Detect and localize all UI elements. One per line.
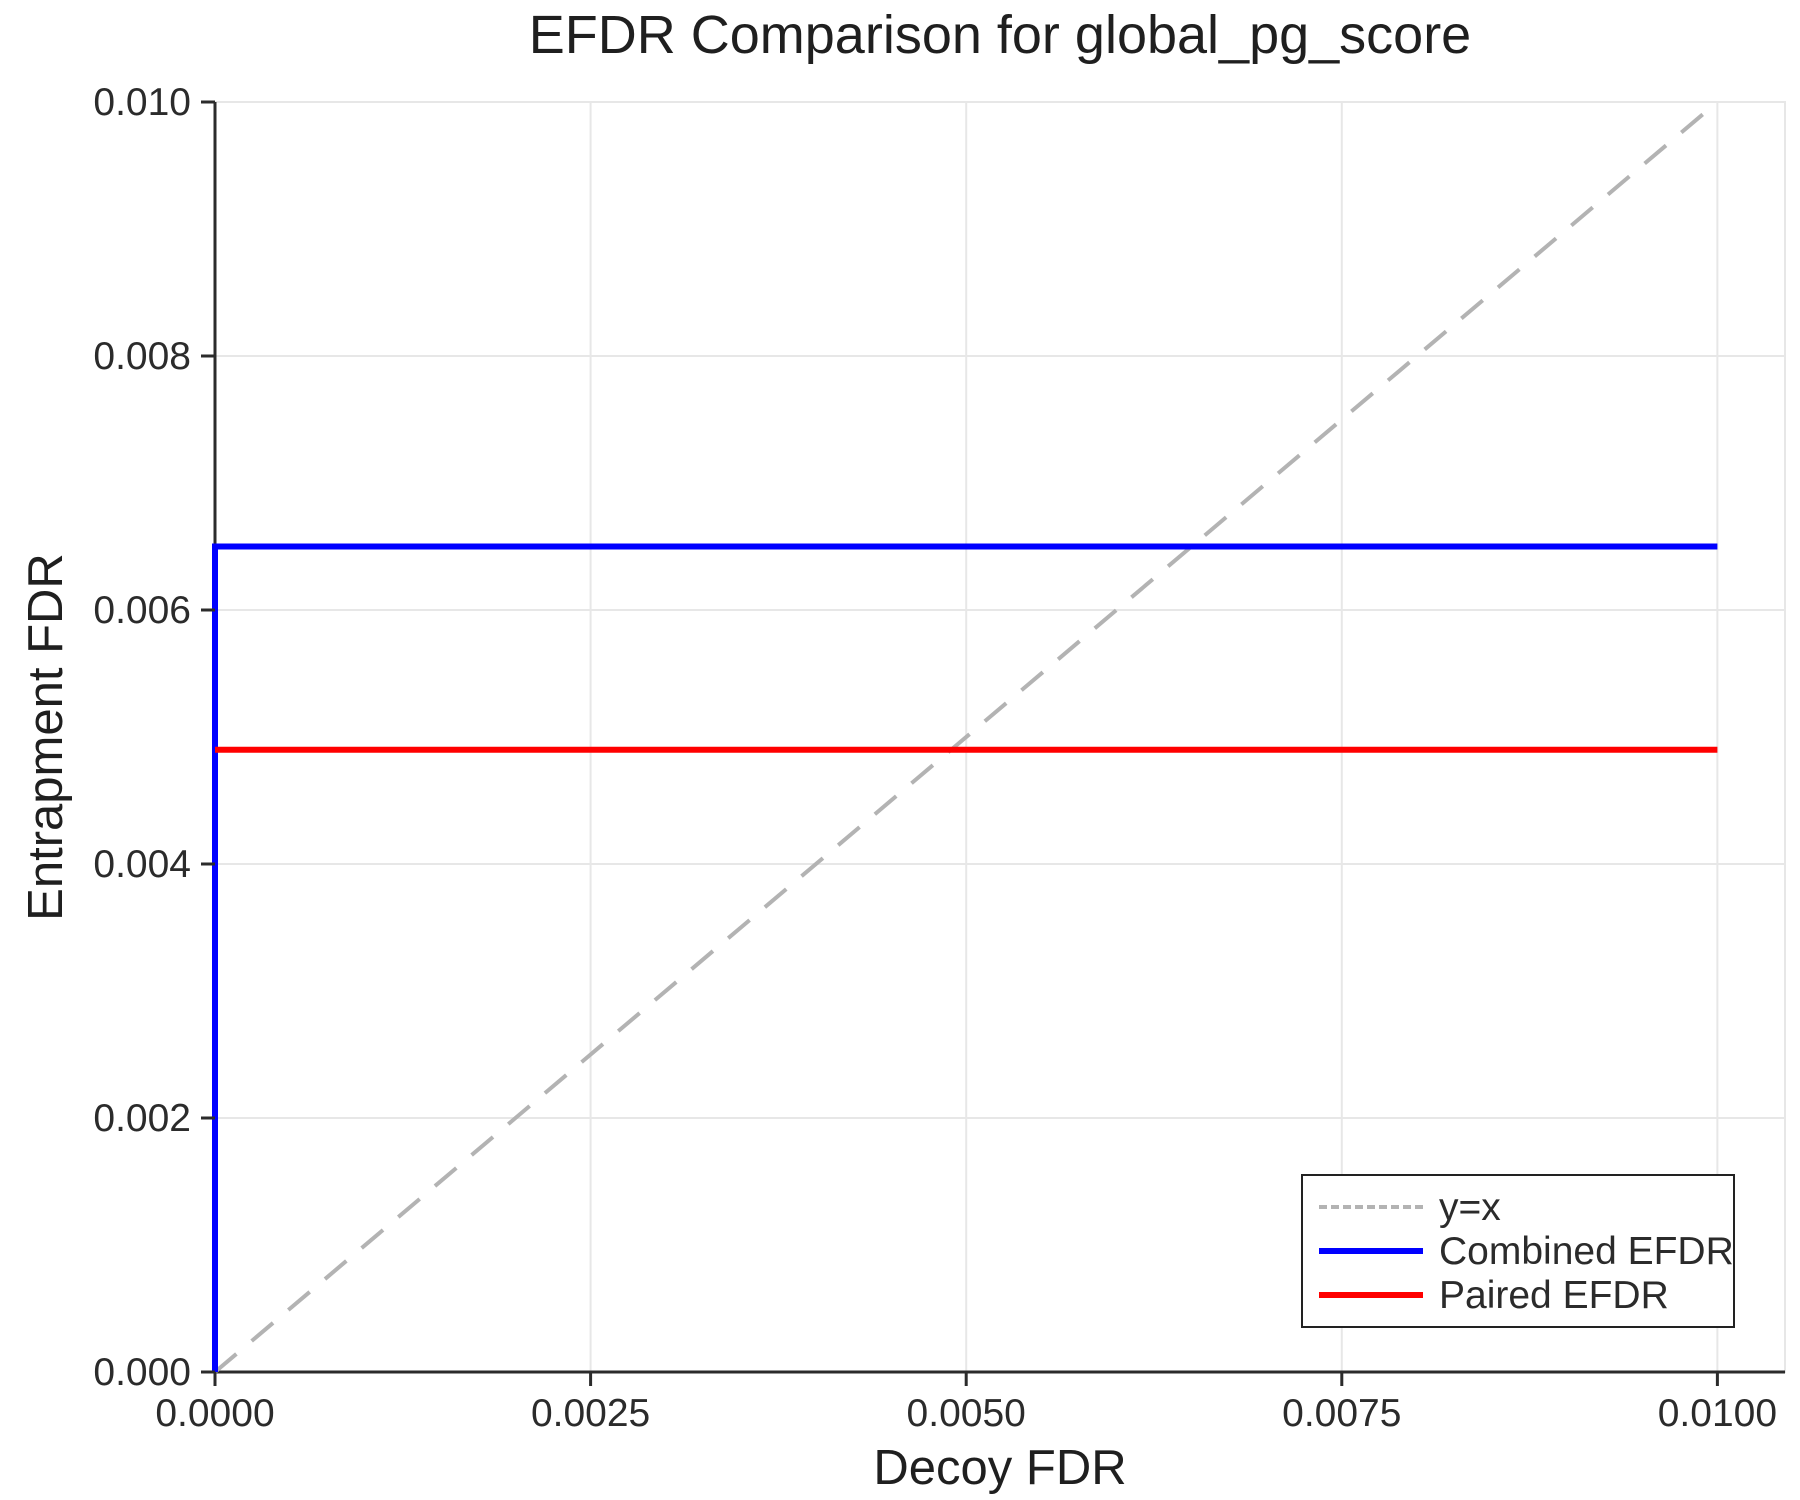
series-combined-efdr <box>212 543 1718 1372</box>
x-axis-label: Decoy FDR <box>873 1441 1127 1495</box>
chart-title: EFDR Comparison for global_pg_score <box>528 5 1472 65</box>
legend-label: Paired EFDR <box>1439 1273 1669 1317</box>
y-tick-label: 0.006 <box>93 589 191 632</box>
series-y-x <box>213 100 1719 1374</box>
legend-line-sample <box>1319 1292 1423 1298</box>
x-tick-label: 0.0100 <box>1658 1392 1777 1435</box>
legend-line-sample <box>1319 1248 1423 1254</box>
x-tick-label: 0.0025 <box>531 1392 650 1435</box>
y-tick-label: 0.008 <box>93 335 191 378</box>
legend-entry: Combined EFDR <box>1319 1229 1734 1273</box>
legend-line-sample <box>1319 1205 1423 1209</box>
legend-label: y=x <box>1439 1185 1501 1229</box>
x-tick-label: 0.0075 <box>1282 1392 1401 1435</box>
y-tick-label: 0.000 <box>93 1351 191 1394</box>
legend-entry: y=x <box>1319 1185 1717 1229</box>
y-tick-label: 0.004 <box>93 843 191 886</box>
y-tick-label: 0.002 <box>93 1097 191 1140</box>
legend-entry: Paired EFDR <box>1319 1273 1717 1317</box>
x-tick-label: 0.0050 <box>907 1392 1026 1435</box>
legend-label: Combined EFDR <box>1439 1229 1734 1273</box>
plot-background <box>215 102 1785 1372</box>
x-tick-label: 0.0000 <box>155 1392 274 1435</box>
y-tick-label: 0.010 <box>93 81 191 124</box>
legend: y=x Combined EFDR Paired EFDR <box>1301 1174 1735 1328</box>
